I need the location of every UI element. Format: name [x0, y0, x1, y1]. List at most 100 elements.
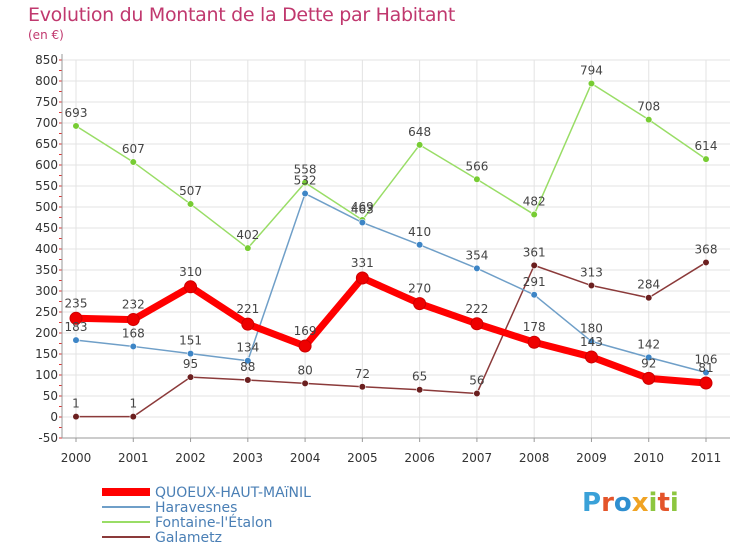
data-point — [298, 339, 312, 353]
data-label: 532 — [294, 174, 317, 188]
data-label: 648 — [408, 125, 431, 139]
data-point — [699, 376, 713, 390]
logo-letter: x — [631, 488, 649, 518]
data-point — [702, 155, 710, 163]
series-line-2 — [75, 82, 707, 249]
data-label: 361 — [523, 245, 546, 259]
data-point — [129, 412, 137, 421]
y-tick-label: -50 — [38, 431, 58, 445]
data-point — [416, 141, 424, 149]
data-label: 72 — [355, 367, 370, 381]
data-point — [587, 79, 596, 88]
data-point — [358, 218, 366, 227]
data-label: 81 — [698, 361, 713, 375]
legend-label: QUOEUX-HAUT-MAïNIL — [155, 485, 311, 501]
y-tick-label: 50 — [43, 389, 58, 403]
y-tick-label: 400 — [35, 242, 58, 256]
data-point — [244, 376, 252, 384]
data-point — [527, 335, 541, 349]
data-point — [301, 179, 309, 187]
data-point — [244, 244, 252, 252]
data-label: 607 — [122, 142, 145, 156]
data-point — [72, 412, 80, 421]
data-point — [413, 297, 427, 311]
data-point — [72, 336, 80, 344]
data-label: 92 — [641, 356, 656, 370]
data-label: 410 — [408, 225, 431, 239]
data-label: 183 — [65, 320, 88, 334]
data-label: 168 — [122, 326, 145, 340]
y-tick-label: 550 — [35, 179, 58, 193]
data-label: 354 — [465, 248, 488, 262]
data-point — [186, 349, 195, 358]
data-point — [301, 379, 309, 388]
data-labels: 235 232 310 221 169 331 270 222 178 143 92 81 183 168… — [65, 64, 718, 411]
data-label: 794 — [580, 64, 603, 78]
x-tick-label: 2009 — [576, 451, 607, 465]
y-tick-label: 700 — [35, 116, 58, 130]
data-label: 1 — [129, 397, 137, 411]
x-tick-label: 2002 — [175, 451, 206, 465]
y-tick-label: 650 — [35, 137, 58, 151]
data-label: 232 — [122, 298, 145, 312]
logo-letter: i — [648, 488, 658, 518]
data-label: 469 — [351, 200, 374, 214]
data-point — [587, 337, 596, 346]
x-tick-label: 2004 — [290, 451, 321, 465]
data-label: 134 — [236, 341, 259, 355]
logo-letter: P — [582, 488, 602, 518]
grid-lines — [62, 59, 730, 439]
data-point — [186, 373, 195, 381]
y-tick-label: 250 — [35, 305, 58, 319]
logo-letter: t — [657, 488, 670, 518]
data-point — [126, 313, 140, 327]
proxiti-logo: Proxiti — [582, 488, 679, 518]
y-tick-label: 0 — [50, 410, 58, 424]
axes: 8508007507006506005505004504003503002502… — [35, 53, 730, 465]
y-tick-label: 200 — [35, 326, 58, 340]
legend-label: Fontaine-l'Étalon — [155, 514, 272, 531]
y-tick-label: 100 — [35, 368, 58, 382]
data-point — [587, 281, 596, 290]
series-line-1 — [75, 192, 707, 374]
data-point — [244, 357, 252, 365]
data-point — [470, 317, 484, 331]
data-label: 291 — [523, 275, 546, 289]
data-point — [416, 386, 424, 394]
data-label: 80 — [297, 363, 312, 377]
logo-letter: i — [669, 488, 679, 518]
data-label: 402 — [236, 228, 259, 242]
data-label: 558 — [294, 163, 317, 177]
y-tick-label: 750 — [35, 95, 58, 109]
data-label: 169 — [294, 324, 317, 338]
legend-label: Galametz — [155, 530, 222, 546]
data-label: 106 — [695, 352, 718, 366]
data-point — [72, 122, 80, 130]
data-label: 143 — [580, 335, 603, 349]
x-tick-label: 2008 — [519, 451, 550, 465]
data-point — [416, 241, 424, 249]
data-point — [69, 311, 83, 325]
data-label: 178 — [523, 320, 546, 334]
data-label: 56 — [469, 373, 484, 387]
data-label: 1 — [72, 397, 80, 411]
data-label: 313 — [580, 266, 603, 280]
data-label: 507 — [179, 184, 202, 198]
data-point — [530, 210, 538, 219]
data-label: 142 — [637, 337, 660, 351]
y-tick-label: 150 — [35, 347, 58, 361]
data-point — [584, 350, 598, 364]
data-label: 693 — [65, 106, 88, 120]
data-label: 331 — [351, 256, 374, 270]
x-tick-label: 2001 — [118, 451, 149, 465]
data-label: 151 — [179, 334, 202, 348]
data-point — [530, 261, 538, 269]
data-point — [355, 271, 369, 285]
data-label: 463 — [351, 203, 374, 217]
data-point — [186, 200, 195, 208]
legend-label: Haravesnes — [155, 500, 237, 516]
data-label: 284 — [637, 278, 660, 292]
data-label: 88 — [240, 360, 255, 374]
y-tick-label: 850 — [35, 53, 58, 67]
logo-letter: o — [613, 488, 632, 518]
